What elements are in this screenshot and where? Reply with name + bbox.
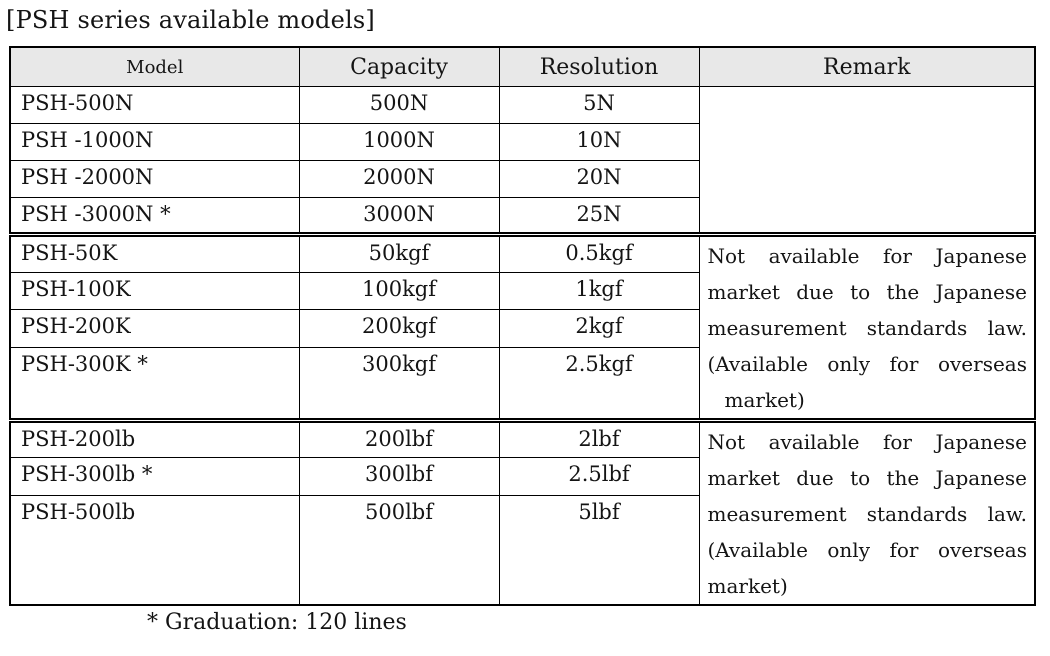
column-header-model: Model xyxy=(9,46,300,87)
model-cell: PSH -3000N * xyxy=(9,197,300,235)
model-cell: PSH-500lb xyxy=(9,494,300,606)
column-header-remark: Remark xyxy=(698,46,1036,87)
remark-line: Not available for Japanese xyxy=(707,244,1028,268)
model-cell: PSH -2000N xyxy=(9,160,300,198)
model-cell: PSH-50K xyxy=(9,232,300,273)
table-row: PSH -1000N 1000N 10N xyxy=(9,123,1035,161)
graduation-footnote: * Graduation: 120 lines xyxy=(147,610,407,635)
table-row: PSH-200lb 200lbf 2lbf Not available for … xyxy=(9,417,1036,606)
resolution-cell: 2.5lbf xyxy=(498,457,700,496)
remark-line: (Available only for overseas xyxy=(707,538,1028,562)
remark-cell-kgf: Not available for Japanese market due to… xyxy=(698,232,1036,421)
column-header-capacity: Capacity xyxy=(298,46,500,87)
capacity-cell: 2000N xyxy=(298,160,500,198)
column-header-resolution: Resolution xyxy=(498,46,700,87)
group-lbf: PSH-200lb 200lbf 2lbf Not available for … xyxy=(9,417,1036,606)
capacity-cell: 300kgf xyxy=(298,346,500,422)
table-row: PSH-500lb 500lbf 5lbf xyxy=(9,494,1035,606)
resolution-cell: 5N xyxy=(498,86,700,124)
header-row: Model Capacity Resolution Remark xyxy=(9,46,1036,87)
resolution-cell: 2.5kgf xyxy=(498,346,700,422)
capacity-cell: 100kgf xyxy=(298,271,500,311)
resolution-cell: 20N xyxy=(498,160,700,198)
capacity-cell: 200lbf xyxy=(298,417,500,459)
model-cell: PSH-200K xyxy=(9,309,300,348)
model-cell: PSH-200lb xyxy=(9,417,300,459)
group-kgf: PSH-50K 50kgf 0.5kgf Not available for J… xyxy=(9,232,1036,422)
capacity-cell: 3000N xyxy=(298,197,500,235)
resolution-cell: 5lbf xyxy=(498,494,700,606)
capacity-cell: 500lbf xyxy=(298,494,500,606)
page-title: [PSH series available models] xyxy=(6,6,375,34)
table-row: PSH-200K 200kgf 2kgf xyxy=(9,309,1035,348)
group-newton: PSH-500N 500N 5N PSH -1000N 1000N 10N PS… xyxy=(9,86,1036,235)
model-cell: PSH-300K * xyxy=(9,346,300,422)
resolution-cell: 0.5kgf xyxy=(498,232,700,273)
models-table: Model Capacity Resolution Remark PSH-500… xyxy=(9,46,1036,606)
capacity-cell: 1000N xyxy=(298,123,500,161)
model-cell: PSH-300lb * xyxy=(9,457,300,496)
table-row: PSH-500N 500N 5N xyxy=(9,86,1036,235)
table-row: PSH-300lb * 300lbf 2.5lbf xyxy=(9,457,1035,496)
capacity-cell: 300lbf xyxy=(298,457,500,496)
model-cell: PSH -1000N xyxy=(9,123,300,161)
resolution-cell: 25N xyxy=(498,197,700,235)
resolution-cell: 1kgf xyxy=(498,271,700,311)
table-row: PSH-300K * 300kgf 2.5kgf xyxy=(9,346,1035,422)
resolution-cell: 10N xyxy=(498,123,700,161)
table-row: PSH-100K 100kgf 1kgf xyxy=(9,271,1035,311)
remark-line: market) xyxy=(724,388,805,412)
model-cell: PSH-500N xyxy=(9,86,300,124)
remark-line: market due to the Japanese xyxy=(707,466,1028,490)
remark-cell-lbf: Not available for Japanese market due to… xyxy=(698,418,1036,606)
remark-line: measurement standards law. xyxy=(707,502,1028,526)
table-row: PSH-50K 50kgf 0.5kgf Not available for J… xyxy=(9,232,1036,421)
model-cell: PSH-100K xyxy=(9,271,300,311)
remark-line: (Available only for overseas xyxy=(707,352,1028,376)
resolution-cell: 2lbf xyxy=(498,417,700,459)
capacity-cell: 200kgf xyxy=(298,309,500,348)
capacity-cell: 50kgf xyxy=(298,232,500,273)
remark-line: market) xyxy=(707,574,788,598)
remark-line: Not available for Japanese xyxy=(707,430,1028,454)
capacity-cell: 500N xyxy=(298,86,500,124)
remark-cell-empty xyxy=(698,86,1036,235)
remark-line: market due to the Japanese xyxy=(707,280,1028,304)
resolution-cell: 2kgf xyxy=(498,309,700,348)
remark-line: measurement standards law. xyxy=(707,316,1028,340)
